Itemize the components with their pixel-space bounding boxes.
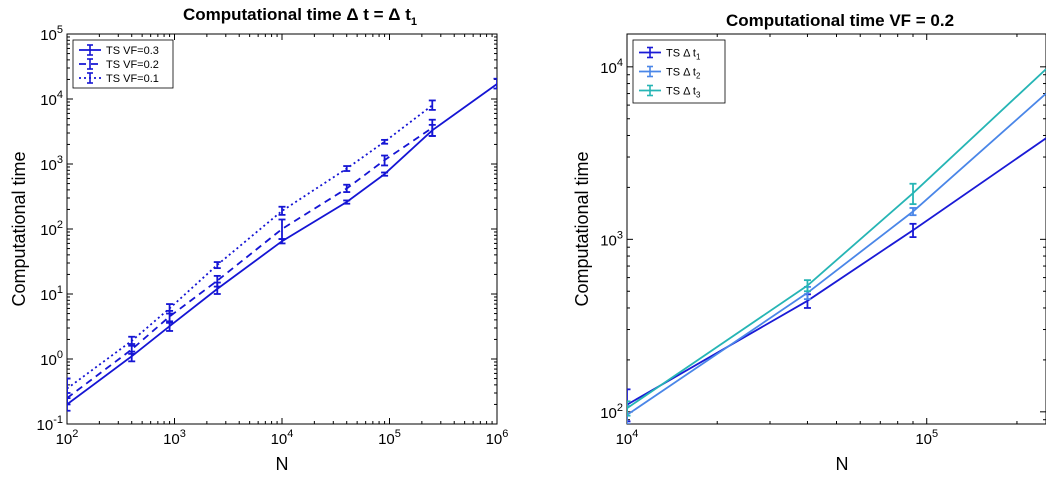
error-bar bbox=[343, 183, 351, 193]
right-y-ticks: 102 103 104 bbox=[600, 57, 1046, 422]
error-bar bbox=[67, 397, 71, 412]
legend-item: TS Δ t3 bbox=[639, 84, 701, 100]
error-bar bbox=[278, 205, 286, 216]
right-y-axis-label: Computational time bbox=[572, 151, 592, 306]
error-bar bbox=[428, 99, 436, 111]
series-line bbox=[67, 104, 433, 390]
y-tick-label: 10-1 bbox=[37, 414, 63, 434]
error-bar bbox=[343, 165, 351, 172]
x-tick-label: 106 bbox=[486, 428, 509, 448]
legend-label: TS VF=0.2 bbox=[106, 59, 159, 71]
error-bar bbox=[381, 138, 389, 145]
legend-item: TS VF=0.1 bbox=[79, 72, 159, 85]
series-line bbox=[627, 92, 1046, 416]
error-bar bbox=[627, 388, 631, 423]
series-1 bbox=[627, 137, 1046, 423]
error-bar bbox=[278, 218, 286, 240]
y-tick-label: 102 bbox=[600, 402, 623, 422]
left-y-axis-label: Computational time bbox=[9, 151, 29, 306]
series-line bbox=[627, 68, 1046, 409]
error-bar bbox=[213, 261, 221, 270]
legend-item: TS Δ t2 bbox=[639, 65, 701, 81]
error-bar bbox=[803, 279, 811, 293]
error-bar bbox=[213, 274, 221, 288]
left-x-ticks: 102 103 104 105 106 bbox=[56, 34, 509, 448]
y-tick-label: 104 bbox=[40, 89, 63, 109]
series-2 bbox=[67, 118, 436, 406]
series-2 bbox=[627, 92, 1046, 424]
y-tick-label: 102 bbox=[40, 219, 63, 239]
left-x-axis-label: N bbox=[276, 454, 289, 474]
error-bar bbox=[909, 207, 917, 217]
legend-label: TS Δ t2 bbox=[666, 67, 701, 81]
legend-label: TS VF=0.3 bbox=[106, 45, 159, 57]
x-tick-label: 105 bbox=[915, 428, 938, 448]
right-legend: TS Δ t1 TS Δ t2 TS Δ t3 bbox=[632, 39, 726, 104]
y-tick-label: 100 bbox=[40, 349, 63, 369]
legend-item: TS VF=0.2 bbox=[79, 58, 159, 71]
error-bar bbox=[428, 118, 436, 137]
error-bar bbox=[909, 182, 917, 206]
left-panel: Computational time Δ t = Δ t1 102 103 104 1… bbox=[9, 5, 508, 474]
error-bar bbox=[493, 77, 497, 90]
x-tick-label: 103 bbox=[163, 428, 186, 448]
legend-label: TS Δ t3 bbox=[666, 86, 701, 100]
y-tick-label: 105 bbox=[40, 24, 63, 44]
left-legend: TS VF=0.3 TS VF=0.2 TS VF=0.1 bbox=[72, 39, 174, 89]
y-tick-label: 104 bbox=[600, 57, 623, 77]
y-tick-label: 103 bbox=[40, 154, 63, 174]
left-chart-title: Computational time Δ t = Δ t1 bbox=[183, 5, 417, 28]
series-line bbox=[67, 127, 433, 399]
right-x-axis-label: N bbox=[836, 454, 849, 474]
x-tick-label: 104 bbox=[271, 428, 294, 448]
error-bar bbox=[128, 335, 136, 347]
error-bar bbox=[67, 377, 71, 394]
right-panel: Computational time VF = 0.2 104 105 10210… bbox=[572, 11, 1046, 474]
error-bar bbox=[166, 303, 174, 315]
series-3 bbox=[627, 68, 1046, 417]
error-bar bbox=[381, 154, 389, 167]
left-series-group bbox=[67, 77, 497, 412]
series-line bbox=[627, 137, 1046, 406]
legend-item: TS VF=0.3 bbox=[79, 44, 159, 57]
x-tick-label: 104 bbox=[616, 428, 639, 448]
left-y-ticks: 10-1 100 101 102 103 104 105 bbox=[37, 24, 497, 434]
legend-label: TS VF=0.1 bbox=[106, 73, 159, 85]
y-tick-label: 103 bbox=[600, 229, 623, 249]
error-bar bbox=[627, 400, 631, 417]
series-3 bbox=[67, 99, 436, 394]
error-bar bbox=[909, 222, 917, 239]
right-chart-title: Computational time VF = 0.2 bbox=[726, 11, 954, 30]
x-tick-label: 105 bbox=[378, 428, 401, 448]
series-1 bbox=[67, 77, 497, 412]
x-tick-label: 102 bbox=[56, 428, 79, 448]
y-tick-label: 101 bbox=[40, 284, 63, 304]
error-bar bbox=[343, 199, 351, 205]
right-x-ticks: 104 105 bbox=[616, 34, 1018, 448]
legend-label: TS Δ t1 bbox=[666, 48, 701, 62]
legend-item: TS Δ t1 bbox=[639, 46, 701, 62]
error-bar bbox=[381, 171, 389, 177]
right-series-group bbox=[627, 68, 1046, 424]
